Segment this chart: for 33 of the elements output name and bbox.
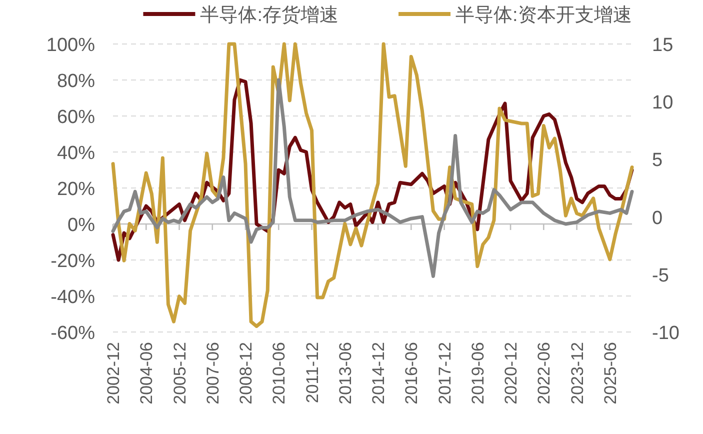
y-tick-label: 40% xyxy=(56,143,96,164)
y2-tick-label: 10 xyxy=(652,92,674,114)
x-tick-label: 2022-06 xyxy=(534,342,554,404)
y-tick-label: 0% xyxy=(68,215,96,236)
y-tick-label: -20% xyxy=(50,251,96,272)
x-tick-label: 2013-06 xyxy=(336,342,355,404)
y-tick-label: 60% xyxy=(56,107,96,128)
y2-tick-label: -5 xyxy=(652,265,669,286)
y-tick-label: 100% xyxy=(46,35,96,56)
x-tick-label: 2011-12 xyxy=(302,342,322,404)
y2-tick-label: -10 xyxy=(652,323,680,344)
x-tick-label: 2025-06 xyxy=(600,342,620,404)
y-tick-label: -60% xyxy=(50,323,96,344)
x-tick-label: 2023-12 xyxy=(568,342,587,404)
x-tick-label: 2008-12 xyxy=(236,342,256,404)
x-tick-label: 2017-12 xyxy=(435,342,454,404)
x-tick-label: 2010-06 xyxy=(270,342,289,404)
legend-label: 半导体:资本开支增速 xyxy=(456,5,632,26)
x-tick-label: 2005-12 xyxy=(170,342,190,404)
x-tick-label: 2020-12 xyxy=(502,342,521,404)
y-tick-label: -40% xyxy=(50,287,96,308)
y2-tick-label: 5 xyxy=(652,150,663,172)
x-tick-label: 2016-06 xyxy=(402,342,422,404)
y2-tick-label: 0 xyxy=(652,208,663,229)
x-tick-label: 2014-12 xyxy=(369,342,388,404)
y2-tick-label: 15 xyxy=(652,35,674,56)
x-tick-label: 2007-06 xyxy=(203,342,222,404)
x-tick-label: 2019-06 xyxy=(468,342,488,404)
x-tick-label: 2002-12 xyxy=(104,342,123,404)
legend-label: 半导体:存货增速 xyxy=(200,5,338,26)
y-tick-label: 80% xyxy=(56,71,96,92)
x-tick-label: 2004-06 xyxy=(137,342,156,404)
y-tick-label: 20% xyxy=(56,179,96,200)
